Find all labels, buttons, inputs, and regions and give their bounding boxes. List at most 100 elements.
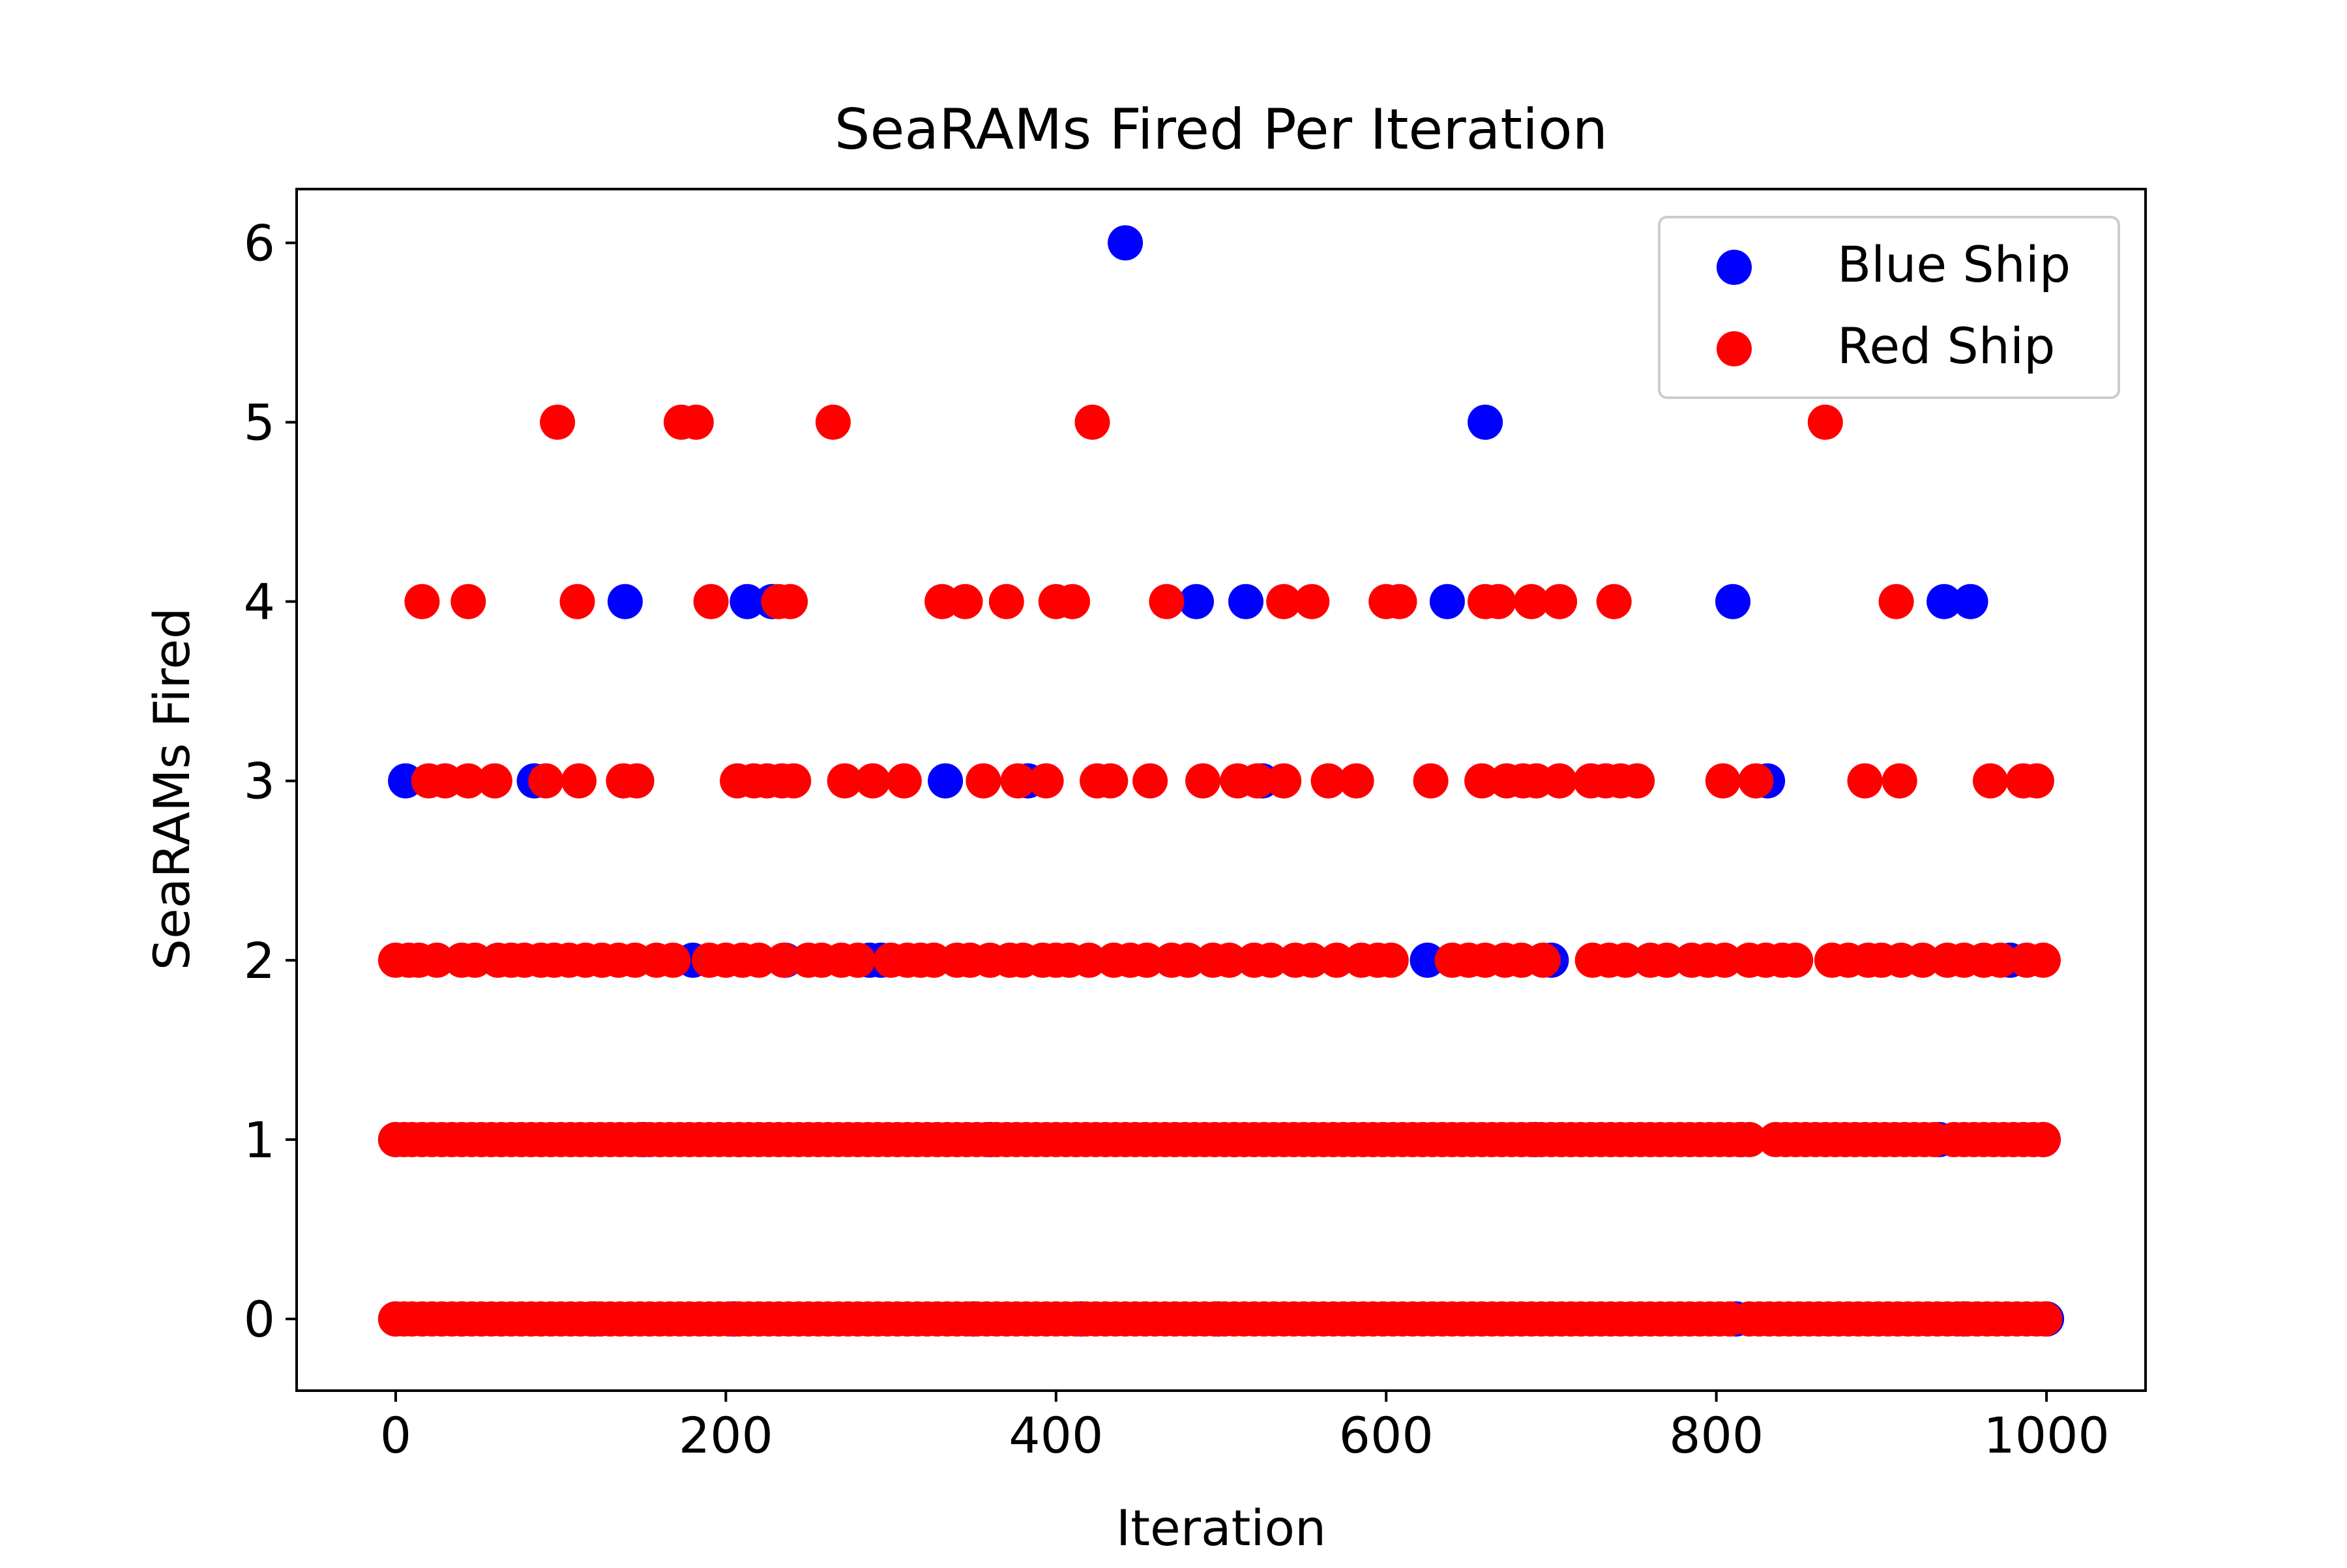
data-point-blue-ship — [1410, 942, 1445, 978]
data-point-red-ship — [404, 584, 440, 619]
legend-frame — [1658, 216, 2120, 399]
data-point-blue-ship — [1108, 225, 1144, 261]
data-point-red-ship — [2018, 763, 2054, 799]
data-point-red-ship — [561, 763, 597, 799]
data-point-red-ship — [1338, 763, 1374, 799]
data-point-red-ship — [1253, 942, 1288, 978]
y-axis-label: SeaRAMs Fired — [143, 608, 201, 971]
data-point-red-ship — [1542, 763, 1578, 799]
data-point-red-ship — [678, 404, 714, 440]
data-point-red-ship — [1294, 942, 1330, 978]
data-point-red-ship — [1071, 942, 1107, 978]
data-point-red-ship — [1294, 584, 1330, 619]
legend-label-red-ship: Red Ship — [1837, 317, 2055, 375]
data-point-blue-ship — [1926, 584, 1962, 619]
data-point-red-ship — [1185, 763, 1221, 799]
data-point-blue-ship — [1179, 584, 1214, 619]
data-point-red-ship — [1514, 584, 1549, 619]
x-tick-label: 200 — [679, 1406, 773, 1464]
data-point-red-ship — [619, 763, 655, 799]
data-point-red-ship — [1732, 1121, 1767, 1157]
data-point-red-ship — [450, 763, 486, 799]
plot-area-frame — [295, 188, 2147, 1392]
data-point-red-ship — [1847, 763, 1883, 799]
data-point-blue-ship — [1953, 584, 1988, 619]
data-point-red-ship — [1132, 763, 1168, 799]
legend-label-blue-ship: Blue Ship — [1837, 235, 2071, 293]
data-point-blue-ship — [1715, 584, 1750, 619]
data-point-blue-ship — [1429, 584, 1465, 619]
data-point-red-ship — [1525, 942, 1561, 978]
data-point-red-ship — [827, 763, 863, 799]
data-point-red-ship — [1973, 763, 2008, 799]
data-point-red-ship — [528, 763, 564, 799]
legend-marker-blue-ship — [1717, 250, 1752, 285]
data-point-blue-ship — [607, 584, 643, 619]
y-tick-label: 2 — [244, 932, 275, 990]
points-layer — [377, 225, 2065, 1337]
data-point-red-ship — [1211, 942, 1247, 978]
data-point-red-ship — [1778, 942, 1814, 978]
data-point-red-ship — [1596, 584, 1632, 619]
data-point-red-ship — [1028, 763, 1064, 799]
y-tick-label: 1 — [244, 1111, 275, 1169]
data-point-red-ship — [1542, 584, 1578, 619]
data-point-red-ship — [1807, 404, 1843, 440]
data-point-blue-ship — [1228, 584, 1263, 619]
y-tick-label: 4 — [244, 573, 275, 631]
data-point-red-ship — [2026, 942, 2061, 978]
data-point-red-ship — [419, 942, 455, 978]
data-point-red-ship — [1619, 763, 1655, 799]
data-point-red-ship — [1707, 942, 1743, 978]
data-point-red-ship — [477, 763, 512, 799]
data-point-red-ship — [1093, 763, 1129, 799]
data-point-red-ship — [559, 584, 595, 619]
axes-layer: 0 200 400 600 800 1000 0 1 2 3 4 5 6 — [244, 214, 2110, 1464]
legend-marker-red-ship — [1717, 331, 1752, 366]
data-point-red-ship — [1266, 584, 1302, 619]
data-point-red-ship — [693, 584, 729, 619]
data-point-red-ship — [1878, 584, 1914, 619]
data-point-red-ship — [1074, 404, 1110, 440]
data-point-red-ship — [1266, 763, 1302, 799]
data-point-red-ship — [1000, 763, 1036, 799]
data-point-red-ship — [1129, 942, 1165, 978]
x-tick-label: 1000 — [1983, 1406, 2109, 1464]
data-point-red-ship — [815, 404, 851, 440]
data-point-red-ship — [1381, 584, 1417, 619]
data-point-red-ship — [1608, 942, 1644, 978]
data-point-blue-ship — [1468, 404, 1503, 440]
data-point-red-ship — [2027, 1301, 2063, 1337]
data-point-red-ship — [1239, 763, 1275, 799]
data-point-blue-ship — [928, 763, 964, 799]
data-point-red-ship — [1738, 763, 1774, 799]
data-point-red-ship — [1170, 942, 1206, 978]
y-tick-label: 5 — [244, 394, 275, 452]
data-point-red-ship — [1481, 584, 1516, 619]
data-point-blue-ship — [730, 584, 765, 619]
data-point-red-ship — [1983, 942, 2018, 978]
data-point-red-ship — [1464, 763, 1500, 799]
data-point-red-ship — [1055, 584, 1091, 619]
data-point-red-ship — [2026, 1121, 2061, 1157]
data-point-red-ship — [988, 584, 1024, 619]
data-point-red-ship — [1310, 763, 1346, 799]
data-point-red-ship — [1705, 763, 1741, 799]
data-point-red-ship — [855, 763, 891, 799]
data-point-red-ship — [840, 942, 876, 978]
data-point-red-ship — [540, 404, 576, 440]
data-point-red-ship — [1413, 763, 1449, 799]
legend: Blue Ship Red Ship — [1658, 216, 2120, 399]
y-tick-label: 0 — [244, 1290, 275, 1348]
data-point-red-ship — [1649, 942, 1685, 978]
data-point-red-ship — [966, 763, 1001, 799]
x-tick-label: 600 — [1339, 1406, 1434, 1464]
data-point-red-ship — [773, 584, 808, 619]
data-point-red-ship — [1319, 942, 1355, 978]
data-point-red-ship — [947, 584, 983, 619]
y-tick-label: 3 — [244, 752, 275, 810]
data-point-red-ship — [655, 942, 691, 978]
data-point-red-ship — [1882, 763, 1917, 799]
